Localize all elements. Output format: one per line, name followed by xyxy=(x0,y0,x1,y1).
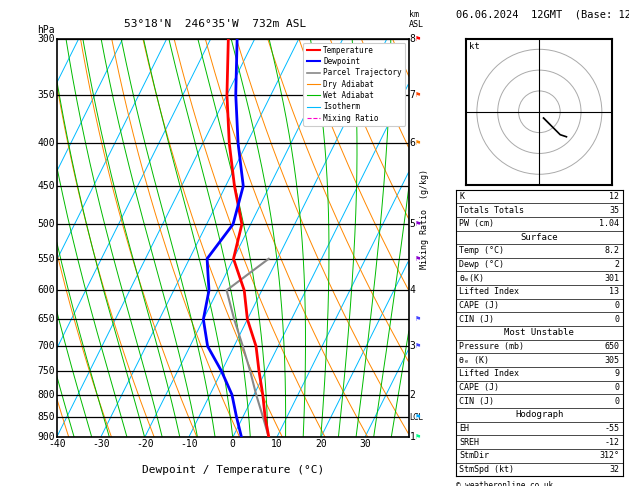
Text: ⚑: ⚑ xyxy=(415,434,421,440)
Text: 6: 6 xyxy=(409,138,415,148)
Text: 4: 4 xyxy=(409,285,415,295)
Text: 12: 12 xyxy=(610,192,620,201)
Text: CIN (J): CIN (J) xyxy=(459,397,494,406)
Text: Hodograph: Hodograph xyxy=(515,410,564,419)
Text: 10: 10 xyxy=(271,439,282,450)
Text: -40: -40 xyxy=(48,439,65,450)
Text: CAPE (J): CAPE (J) xyxy=(459,301,499,310)
Text: 900: 900 xyxy=(37,433,55,442)
Text: Totals Totals: Totals Totals xyxy=(459,206,525,214)
Text: 2: 2 xyxy=(409,390,415,399)
Text: θₑ (K): θₑ (K) xyxy=(459,356,489,364)
Text: Dewpoint / Temperature (°C): Dewpoint / Temperature (°C) xyxy=(142,465,324,475)
Text: 700: 700 xyxy=(37,341,55,351)
Text: StmDir: StmDir xyxy=(459,451,489,460)
Text: 305: 305 xyxy=(604,356,620,364)
Text: Mixing Ratio  (g/kg): Mixing Ratio (g/kg) xyxy=(420,169,429,269)
Text: 600: 600 xyxy=(37,285,55,295)
Text: 0: 0 xyxy=(615,315,620,324)
Text: 3: 3 xyxy=(409,341,415,351)
Text: SREH: SREH xyxy=(459,438,479,447)
Text: km
ASL: km ASL xyxy=(409,10,424,29)
Text: 301: 301 xyxy=(604,274,620,283)
Text: -30: -30 xyxy=(92,439,109,450)
Text: 30: 30 xyxy=(359,439,370,450)
Text: Surface: Surface xyxy=(521,233,558,242)
Text: 750: 750 xyxy=(37,366,55,376)
Text: 8: 8 xyxy=(409,34,415,44)
Text: 5: 5 xyxy=(409,219,415,229)
Text: 06.06.2024  12GMT  (Base: 12): 06.06.2024 12GMT (Base: 12) xyxy=(456,9,629,19)
Text: 35: 35 xyxy=(610,206,620,214)
Text: 20: 20 xyxy=(315,439,326,450)
Text: PW (cm): PW (cm) xyxy=(459,219,494,228)
Text: Dewp (°C): Dewp (°C) xyxy=(459,260,504,269)
Text: -20: -20 xyxy=(136,439,153,450)
Text: Most Unstable: Most Unstable xyxy=(504,329,574,337)
Text: ⚑: ⚑ xyxy=(415,92,421,98)
Text: 550: 550 xyxy=(37,254,55,264)
Text: 450: 450 xyxy=(37,181,55,191)
Text: 8.2: 8.2 xyxy=(604,246,620,256)
Text: EH: EH xyxy=(459,424,469,433)
Text: ⚑: ⚑ xyxy=(415,316,421,322)
Text: 350: 350 xyxy=(37,90,55,100)
Text: 400: 400 xyxy=(37,138,55,148)
Text: 312°: 312° xyxy=(599,451,620,460)
Text: 650: 650 xyxy=(37,314,55,324)
Text: ⚑: ⚑ xyxy=(415,414,421,420)
Text: 0: 0 xyxy=(615,301,620,310)
Text: θₑ(K): θₑ(K) xyxy=(459,274,484,283)
Text: 650: 650 xyxy=(604,342,620,351)
Text: Lifted Index: Lifted Index xyxy=(459,287,520,296)
Text: 800: 800 xyxy=(37,390,55,399)
Text: 0: 0 xyxy=(615,397,620,406)
Text: ⚑: ⚑ xyxy=(415,36,421,42)
Text: hPa: hPa xyxy=(37,25,55,35)
Text: 13: 13 xyxy=(610,287,620,296)
Text: ⚑: ⚑ xyxy=(415,140,421,146)
Text: Lifted Index: Lifted Index xyxy=(459,369,520,379)
Text: -10: -10 xyxy=(180,439,198,450)
Text: -12: -12 xyxy=(604,438,620,447)
Text: kt: kt xyxy=(469,42,479,52)
Text: 300: 300 xyxy=(37,34,55,44)
Text: K: K xyxy=(459,192,464,201)
Text: 1: 1 xyxy=(409,433,415,442)
Text: -55: -55 xyxy=(604,424,620,433)
Text: 9: 9 xyxy=(615,369,620,379)
Text: ⚑: ⚑ xyxy=(415,221,421,227)
Text: Temp (°C): Temp (°C) xyxy=(459,246,504,256)
Text: 0: 0 xyxy=(230,439,236,450)
Text: StmSpd (kt): StmSpd (kt) xyxy=(459,465,515,474)
Text: 500: 500 xyxy=(37,219,55,229)
Text: 7: 7 xyxy=(409,90,415,100)
Text: LCL: LCL xyxy=(409,413,423,422)
Text: 850: 850 xyxy=(37,412,55,422)
Text: 2: 2 xyxy=(615,260,620,269)
Text: CIN (J): CIN (J) xyxy=(459,315,494,324)
Text: ⚑: ⚑ xyxy=(415,343,421,349)
Legend: Temperature, Dewpoint, Parcel Trajectory, Dry Adiabat, Wet Adiabat, Isotherm, Mi: Temperature, Dewpoint, Parcel Trajectory… xyxy=(303,43,405,125)
Text: Pressure (mb): Pressure (mb) xyxy=(459,342,525,351)
Text: 32: 32 xyxy=(610,465,620,474)
Text: 53°18'N  246°35'W  732m ASL: 53°18'N 246°35'W 732m ASL xyxy=(124,19,306,29)
Text: CAPE (J): CAPE (J) xyxy=(459,383,499,392)
Text: 1.04: 1.04 xyxy=(599,219,620,228)
Text: ⚑: ⚑ xyxy=(415,256,421,262)
Text: 0: 0 xyxy=(615,383,620,392)
Text: © weatheronline.co.uk: © weatheronline.co.uk xyxy=(456,481,553,486)
